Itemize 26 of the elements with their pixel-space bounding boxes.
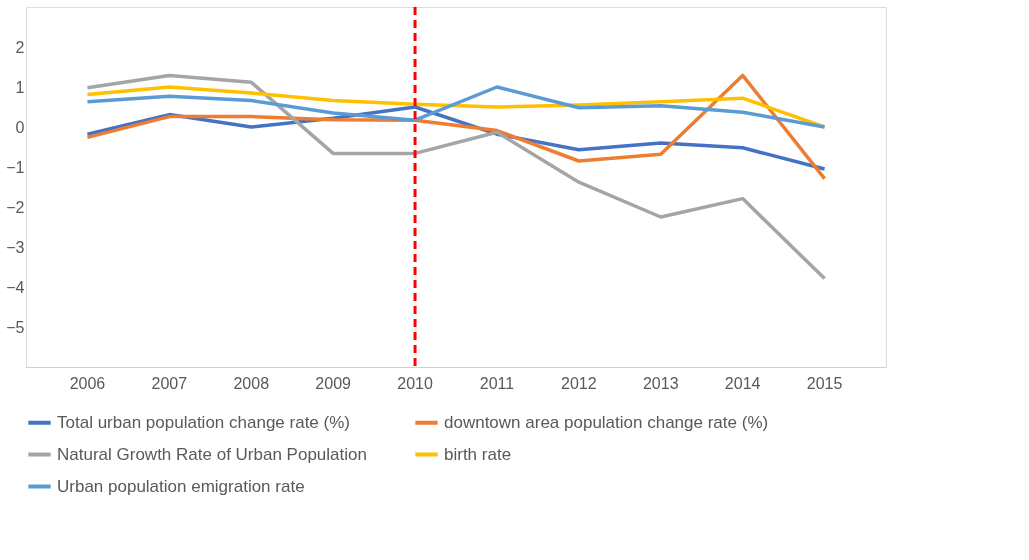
y-tick-label: 0 (15, 118, 25, 136)
x-tick-label: 2009 (315, 374, 352, 392)
y-tick-label: −2 (6, 198, 25, 216)
line-series (85, 73, 827, 281)
x-tick-label: 2013 (642, 374, 679, 392)
x-tick-label: 2011 (479, 374, 515, 392)
y-tick-label: −1 (6, 158, 25, 176)
x-tick-label: 2012 (561, 374, 597, 392)
line-series (85, 85, 827, 129)
x-tick-label: 2006 (69, 374, 106, 392)
y-tick-label: 2 (15, 38, 25, 56)
x-tick-label: 2015 (806, 374, 843, 392)
x-tick-label: 2010 (397, 374, 433, 392)
y-tick-label: −5 (6, 318, 25, 336)
legend-label: Natural Growth Rate of Urban Population (57, 444, 367, 464)
x-tick-label: 2014 (724, 374, 761, 392)
legend-label: downtown area population change rate (%) (444, 412, 769, 432)
y-tick-label: −4 (6, 278, 25, 296)
x-tick-label: 2008 (233, 374, 270, 392)
x-tick-label: 2007 (151, 374, 188, 392)
y-tick-label: 1 (15, 78, 25, 96)
legend-label: Total urban population change rate (%) (57, 412, 350, 432)
legend-label: birth rate (444, 444, 512, 464)
line-series (85, 73, 827, 181)
y-tick-label: −3 (6, 238, 25, 256)
legend-label: Urban population emigration rate (57, 476, 305, 496)
